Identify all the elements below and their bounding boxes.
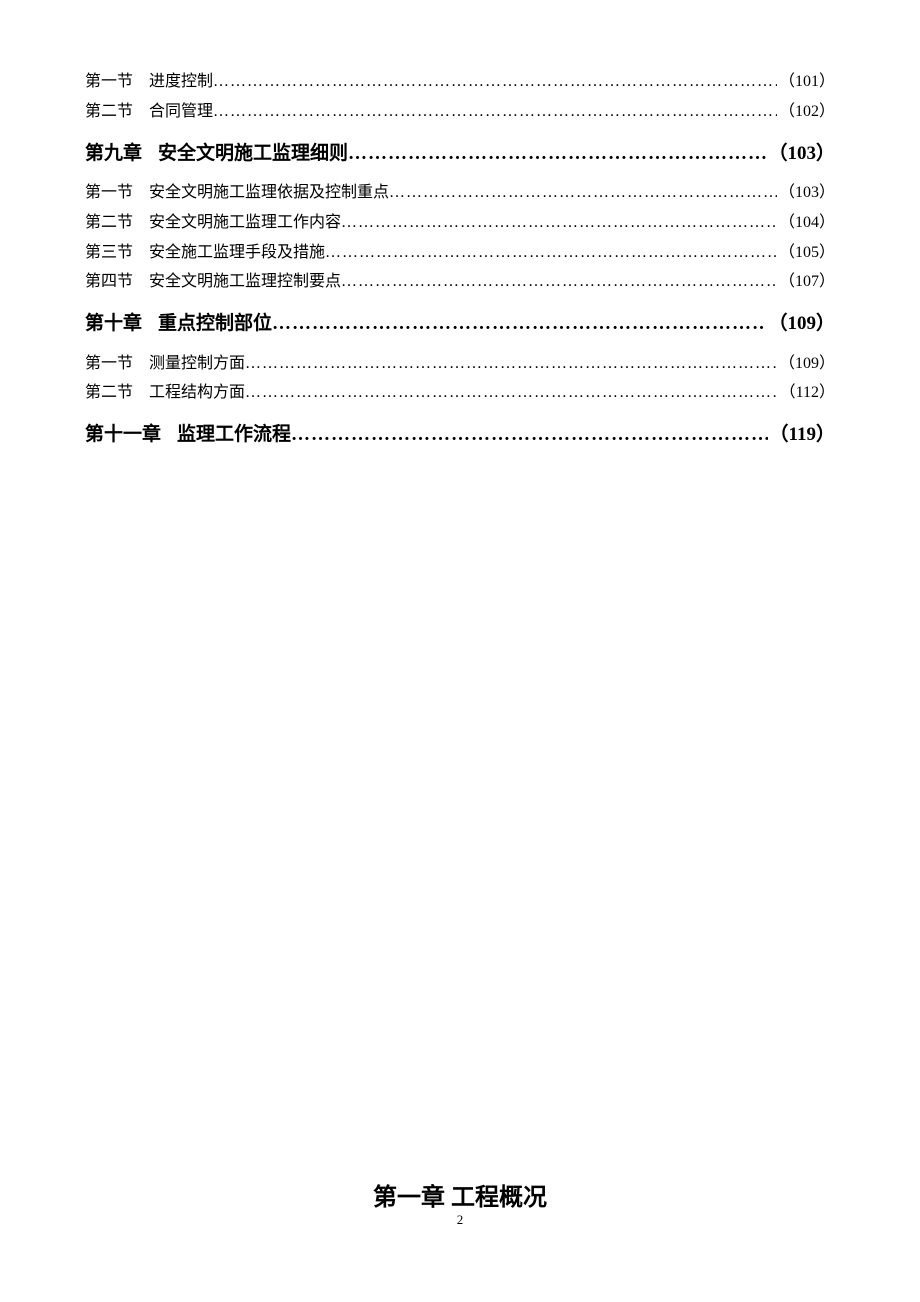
toc-page: （105） [777,241,835,266]
toc-page: （102） [777,100,835,125]
toc-label: 第一节 [85,181,133,206]
toc-dots: …………………………………………………………………………………………………………… [213,70,777,95]
toc-label: 第一节 [85,352,133,377]
toc-page: （119） [768,420,835,450]
toc-label: 第二节 [85,381,133,406]
toc-dots: …………………………………………………………………………………………………………… [341,211,777,236]
toc-dots: …………………………………………………………………………………………………………… [341,270,777,295]
toc-label: 第十一章 [85,420,161,450]
toc-entry: 第四节安全文明施工监理控制要点…………………………………………………………………… [85,270,835,295]
toc-label: 第九章 [85,139,142,169]
toc-label: 第一节 [85,70,133,95]
toc-dots: …………………………………………………………………………………………………………… [272,309,766,339]
toc-page: （104） [777,211,835,236]
toc-dots: …………………………………………………………………………………………………………… [245,381,778,406]
toc-entry: 第二节合同管理………………………………………………………………………………………… [85,100,835,125]
toc-page: （103） [777,181,835,206]
toc-label: 第二节 [85,211,133,236]
toc-label: 第四节 [85,270,133,295]
toc-dots: …………………………………………………………………………………………………………… [291,420,768,450]
toc-label: 第二节 [85,100,133,125]
toc-entry: 第一节测量控制方面…………………………………………………………………………………… [85,352,835,377]
toc-entry: 第一节进度控制 ……………………………………………………………………………………… [85,70,835,95]
toc-page: （112） [778,381,835,406]
toc-dots: …………………………………………………………………………………………………………… [213,100,777,125]
toc-title: 进度控制 [149,70,213,95]
toc-dots: …………………………………………………………………………………………………………… [325,241,777,266]
toc-dots: …………………………………………………………………………………………………………… [348,139,766,169]
toc-entry: 第三节安全施工监理手段及措施……………………………………………………………………… [85,241,835,266]
toc-title: 安全文明施工监理依据及控制重点 [149,181,389,206]
page-number: 2 [0,1212,920,1228]
toc-dots: …………………………………………………………………………………………………………… [245,352,777,377]
toc-title: 安全文明施工监理工作内容 [149,211,341,236]
toc-entry: 第十一章监理工作流程………………………………………………………………………………… [85,420,835,450]
toc-entry: 第十章重点控制部位…………………………………………………………………………………… [85,309,835,339]
toc-entry: 第九章安全文明施工监理细则………………………………………………………………………… [85,139,835,169]
toc-page: （107） [777,270,835,295]
chapter-heading: 第一章 工程概况 [0,1177,920,1212]
toc-page: （103） [766,139,835,169]
toc-dots: …………………………………………………………………………………………………………… [389,181,777,206]
toc-title: 安全施工监理手段及措施 [149,241,325,266]
table-of-contents: 第一节进度控制 ……………………………………………………………………………………… [85,70,835,451]
toc-label: 第十章 [85,309,142,339]
toc-page: （109） [777,352,835,377]
toc-title: 安全文明施工监理控制要点 [149,270,341,295]
toc-label: 第三节 [85,241,133,266]
toc-entry: 第二节工程结构方面…………………………………………………………………………………… [85,381,835,406]
toc-title: 测量控制方面 [149,352,245,377]
toc-entry: 第一节安全文明施工监理依据及控制重点…………………………………………………………… [85,181,835,206]
toc-title: 安全文明施工监理细则 [158,139,348,169]
toc-title: 监理工作流程 [177,420,291,450]
toc-page: （101） [777,70,835,95]
toc-page: （109） [766,309,835,339]
toc-entry: 第二节安全文明施工监理工作内容…………………………………………………………………… [85,211,835,236]
toc-title: 工程结构方面 [149,381,245,406]
toc-title: 重点控制部位 [158,309,272,339]
toc-title: 合同管理 [149,100,213,125]
